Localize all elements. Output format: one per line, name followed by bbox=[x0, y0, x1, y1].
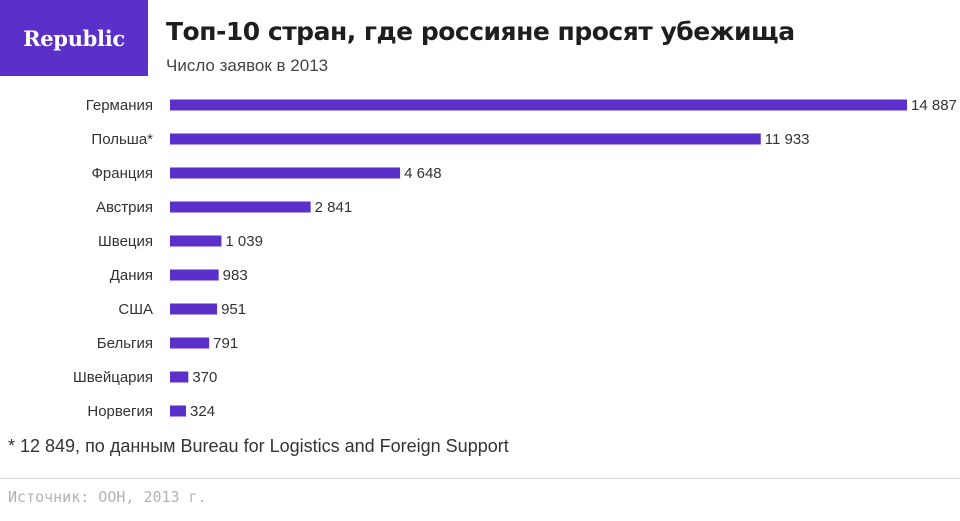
value-label: 983 bbox=[223, 267, 248, 284]
category-label: Австрия bbox=[96, 199, 153, 216]
bar bbox=[170, 167, 401, 179]
bar bbox=[170, 269, 219, 281]
value-label: 951 bbox=[221, 301, 246, 318]
value-label: 2 841 bbox=[315, 199, 353, 216]
source-note: Источник: ООН, 2013 г. bbox=[8, 488, 207, 506]
category-label: Франция bbox=[92, 165, 153, 182]
value-label: 324 bbox=[190, 403, 215, 420]
divider bbox=[0, 478, 960, 479]
chart-title: Топ-10 стран, где россияне просят убежищ… bbox=[166, 17, 795, 46]
value-label: 4 648 bbox=[404, 165, 442, 182]
category-label: Норвегия bbox=[87, 403, 153, 420]
value-label: 1 039 bbox=[225, 233, 263, 250]
bar bbox=[170, 337, 210, 349]
chart-subtitle: Число заявок в 2013 bbox=[166, 56, 329, 75]
bar bbox=[170, 235, 222, 247]
footnote: * 12 849, по данным Bureau for Logistics… bbox=[8, 436, 509, 456]
bar bbox=[170, 303, 218, 315]
category-label: Швейцария bbox=[73, 369, 153, 386]
value-label: 14 887 bbox=[911, 97, 957, 114]
bar-chart: Германия 14 887 Польша* 11 933 Франция 4 648 А… bbox=[73, 97, 957, 420]
category-label: Польша* bbox=[91, 131, 153, 148]
bar bbox=[170, 405, 187, 417]
category-label: Дания bbox=[110, 267, 153, 284]
republic-logo[interactable]: Republic bbox=[0, 0, 148, 76]
value-label: 791 bbox=[213, 335, 238, 352]
value-label: 370 bbox=[192, 369, 217, 386]
category-label: США bbox=[118, 301, 153, 318]
bar bbox=[170, 201, 311, 213]
bar bbox=[170, 371, 189, 383]
category-label: Бельгия bbox=[97, 335, 153, 352]
bar bbox=[170, 99, 907, 111]
category-label: Германия bbox=[86, 97, 153, 114]
category-label: Швеция bbox=[98, 233, 153, 250]
value-label: 11 933 bbox=[765, 131, 810, 148]
bar bbox=[170, 133, 761, 145]
